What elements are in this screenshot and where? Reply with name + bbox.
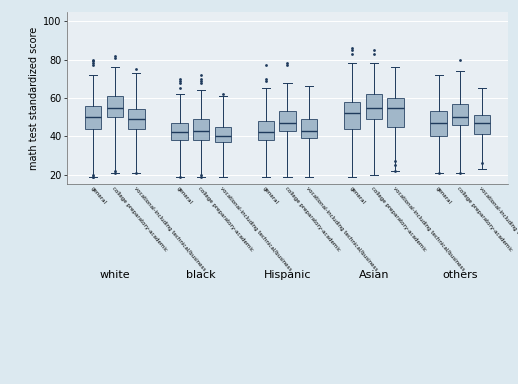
Text: black: black [186, 270, 216, 280]
PathPatch shape [301, 119, 317, 138]
PathPatch shape [430, 111, 447, 136]
PathPatch shape [171, 123, 188, 140]
PathPatch shape [452, 104, 468, 125]
PathPatch shape [193, 119, 209, 140]
Text: Asian: Asian [358, 270, 389, 280]
PathPatch shape [258, 121, 274, 140]
PathPatch shape [279, 111, 296, 131]
Y-axis label: math test standardized score: math test standardized score [29, 26, 39, 170]
PathPatch shape [366, 94, 382, 119]
PathPatch shape [128, 109, 145, 129]
PathPatch shape [344, 102, 361, 129]
PathPatch shape [107, 96, 123, 117]
PathPatch shape [387, 98, 404, 127]
Text: Hispanic: Hispanic [264, 270, 311, 280]
PathPatch shape [214, 127, 231, 142]
PathPatch shape [85, 106, 102, 129]
Text: white: white [99, 270, 130, 280]
PathPatch shape [473, 115, 490, 134]
Text: others: others [442, 270, 478, 280]
